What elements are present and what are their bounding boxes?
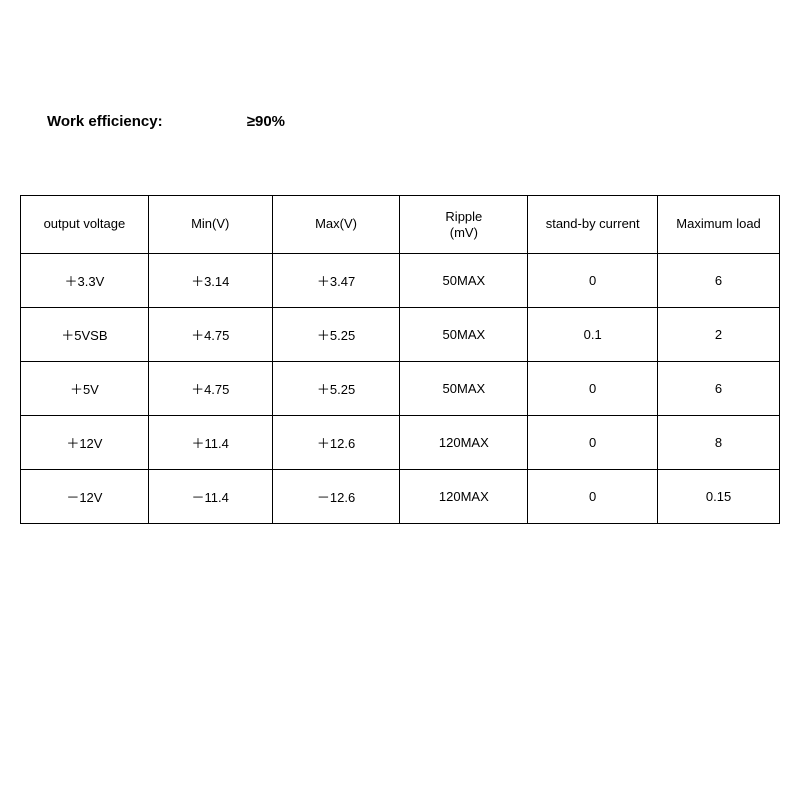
cell: ＋3.14 bbox=[148, 254, 272, 308]
cell: ＋3.47 bbox=[272, 254, 400, 308]
table-row: －12V －11.4 －12.6 120MAX 0 0.15 bbox=[21, 470, 780, 524]
cell: ＋11.4 bbox=[148, 416, 272, 470]
cell: ＋12.6 bbox=[272, 416, 400, 470]
cell: ＋5.25 bbox=[272, 362, 400, 416]
cell: 0.15 bbox=[658, 470, 780, 524]
cell: 0 bbox=[528, 470, 658, 524]
cell: ＋5V bbox=[21, 362, 149, 416]
cell: ＋3.3V bbox=[21, 254, 149, 308]
col-header-output-voltage: output voltage bbox=[21, 196, 149, 254]
cell: 50MAX bbox=[400, 362, 528, 416]
table-row: ＋5V ＋4.75 ＋5.25 50MAX 0 6 bbox=[21, 362, 780, 416]
spec-value: ≥90% bbox=[247, 113, 285, 130]
cell: 0 bbox=[528, 254, 658, 308]
cell: 50MAX bbox=[400, 308, 528, 362]
col-header-standby-current: stand-by current bbox=[528, 196, 658, 254]
cell: 120MAX bbox=[400, 416, 528, 470]
spec-label: Work efficiency: bbox=[47, 113, 163, 130]
cell: 50MAX bbox=[400, 254, 528, 308]
cell: ＋5.25 bbox=[272, 308, 400, 362]
cell: 0 bbox=[528, 416, 658, 470]
table-body: ＋3.3V ＋3.14 ＋3.47 50MAX 0 6 ＋5VSB ＋4.75 … bbox=[21, 254, 780, 524]
voltage-spec-table: output voltage Min(V) Max(V) Ripple(mV) … bbox=[20, 195, 780, 524]
work-efficiency-spec: Work efficiency: ≥90% bbox=[47, 113, 285, 130]
table-row: ＋12V ＋11.4 ＋12.6 120MAX 0 8 bbox=[21, 416, 780, 470]
cell: ＋12V bbox=[21, 416, 149, 470]
ripple-line2: (mV) bbox=[450, 225, 478, 240]
cell: ＋5VSB bbox=[21, 308, 149, 362]
cell: ＋4.75 bbox=[148, 362, 272, 416]
ripple-line1: Ripple bbox=[445, 209, 482, 224]
table-row: ＋3.3V ＋3.14 ＋3.47 50MAX 0 6 bbox=[21, 254, 780, 308]
col-header-ripple: Ripple(mV) bbox=[400, 196, 528, 254]
cell: －12V bbox=[21, 470, 149, 524]
cell: 6 bbox=[658, 254, 780, 308]
col-header-max-v: Max(V) bbox=[272, 196, 400, 254]
cell: 8 bbox=[658, 416, 780, 470]
cell: 0 bbox=[528, 362, 658, 416]
cell: 2 bbox=[658, 308, 780, 362]
cell: －11.4 bbox=[148, 470, 272, 524]
col-header-min-v: Min(V) bbox=[148, 196, 272, 254]
cell: 0.1 bbox=[528, 308, 658, 362]
cell: －12.6 bbox=[272, 470, 400, 524]
table-row: ＋5VSB ＋4.75 ＋5.25 50MAX 0.1 2 bbox=[21, 308, 780, 362]
table-header-row: output voltage Min(V) Max(V) Ripple(mV) … bbox=[21, 196, 780, 254]
col-header-max-load: Maximum load bbox=[658, 196, 780, 254]
cell: ＋4.75 bbox=[148, 308, 272, 362]
cell: 6 bbox=[658, 362, 780, 416]
cell: 120MAX bbox=[400, 470, 528, 524]
